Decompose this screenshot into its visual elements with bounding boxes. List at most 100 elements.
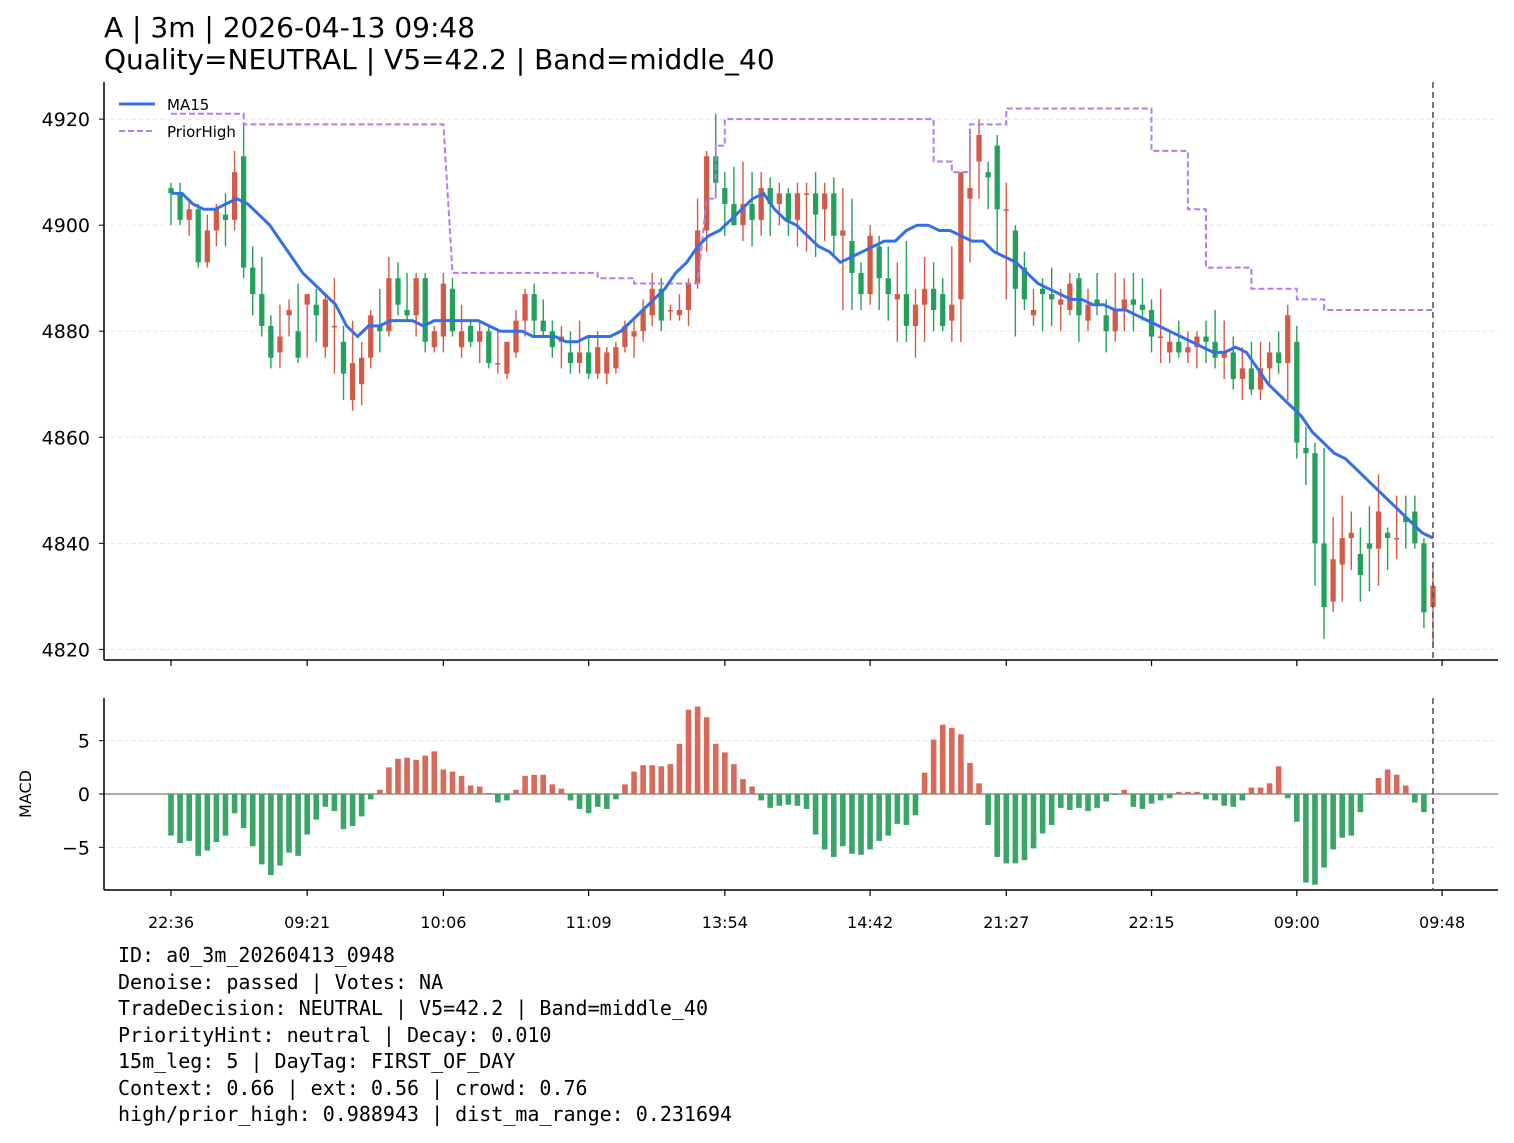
macd-bar (304, 794, 311, 835)
candle-body (1167, 341, 1173, 353)
candle-body (1221, 352, 1227, 358)
candle-body (304, 294, 310, 305)
macd-bar (1112, 794, 1119, 796)
macd-bar (885, 794, 892, 836)
candle-body (912, 304, 919, 326)
macd-bar (1303, 794, 1309, 883)
candle-body (368, 315, 374, 358)
candle-body (340, 341, 347, 374)
candle-body (504, 341, 510, 374)
macd-bar (930, 739, 937, 794)
candle-body (1094, 299, 1100, 305)
macd-bar (449, 771, 456, 794)
macd-bar (1212, 794, 1218, 801)
candle-body (1348, 532, 1354, 539)
macd-bar (1130, 794, 1137, 807)
candle-body (1321, 543, 1327, 607)
candle-body (940, 294, 946, 326)
macd-bar (658, 766, 665, 794)
macd-bar (1412, 794, 1418, 803)
macd-bar (967, 763, 973, 794)
info-line: Denoise: passed | Votes: NA (118, 969, 444, 994)
macd-bar (495, 794, 501, 803)
macd-bar (395, 758, 401, 794)
candle-body (1294, 341, 1300, 443)
candle-body (1130, 299, 1137, 305)
macd-bar (331, 794, 338, 812)
candle-body (1330, 559, 1336, 602)
candle-body (1257, 368, 1264, 390)
macd-bar (1203, 794, 1209, 800)
candle-body (241, 156, 247, 268)
macd-bar (349, 794, 356, 826)
candle-body (667, 310, 673, 312)
macd-bar (213, 794, 220, 842)
candle-body (640, 310, 646, 332)
macd-bar (812, 794, 819, 835)
candle-body (1394, 538, 1400, 540)
macd-bar (1348, 794, 1355, 836)
candle-body (486, 331, 492, 364)
macd-bar (458, 775, 465, 794)
candle-body (513, 320, 519, 353)
candle-body (231, 172, 238, 220)
candle-body (549, 331, 555, 348)
info-line: 15m_leg: 5 | DayTag: FIRST_OF_DAY (118, 1049, 516, 1073)
macd-bar (840, 794, 846, 847)
candle-body (449, 288, 456, 332)
macd-bar (1039, 794, 1046, 834)
info-line: ID: a0_3m_20260413_0948 (118, 943, 395, 967)
candle-body (222, 214, 229, 220)
candle-body (931, 288, 937, 311)
candle-body (903, 294, 910, 326)
macd-bar (240, 794, 247, 829)
macd-bar (712, 743, 719, 794)
candle-body (431, 331, 437, 348)
candle-body (1030, 310, 1037, 316)
x-tick-label: 11:09 (566, 913, 612, 932)
macd-bar (540, 774, 547, 794)
macd-bar (277, 794, 283, 866)
macd-bar (1230, 794, 1237, 807)
macd-bar (1175, 791, 1182, 794)
macd-bar (1121, 789, 1128, 794)
macd-bar (1257, 787, 1264, 794)
candle-body (1357, 553, 1363, 576)
candle-body (422, 278, 428, 342)
y-tick-label: 4840 (42, 533, 90, 555)
macd-bar (204, 794, 211, 851)
macd-bar (631, 771, 637, 794)
x-tick-label: 22:15 (1128, 913, 1174, 932)
macd-bar (749, 786, 755, 794)
candle-body (586, 352, 592, 374)
macd-bar (377, 789, 383, 794)
candle-body (386, 278, 392, 332)
macd-bar (576, 794, 583, 809)
x-tick-label: 09:00 (1274, 913, 1320, 932)
macd-bar (1293, 794, 1300, 822)
macd-bar (994, 794, 1001, 857)
candle-body (622, 325, 628, 348)
macd-bar (522, 775, 528, 794)
info-line: high/prior_high: 0.988943 | dist_ma_rang… (118, 1102, 733, 1126)
candle-body (295, 331, 301, 358)
candle-body (1185, 347, 1191, 353)
macd-y-tick-label: 5 (78, 731, 90, 753)
macd-bar (1166, 794, 1173, 799)
candle-body (404, 310, 410, 316)
macd-bar (440, 769, 447, 794)
macd-bar (231, 794, 238, 814)
y-tick-label: 4900 (42, 215, 90, 237)
legend-ma15-label: MA15 (167, 96, 209, 114)
candle-body (1230, 352, 1236, 379)
macd-bar (1067, 794, 1073, 810)
candle-body (1366, 543, 1373, 549)
macd-bar (703, 717, 710, 794)
macd-bar (485, 792, 492, 794)
macd-bar (1030, 794, 1037, 849)
macd-bar (404, 757, 410, 794)
candle-body (1085, 304, 1091, 321)
candle-body (1403, 516, 1409, 523)
candle-body (1103, 315, 1109, 332)
macd-bar (921, 772, 928, 794)
